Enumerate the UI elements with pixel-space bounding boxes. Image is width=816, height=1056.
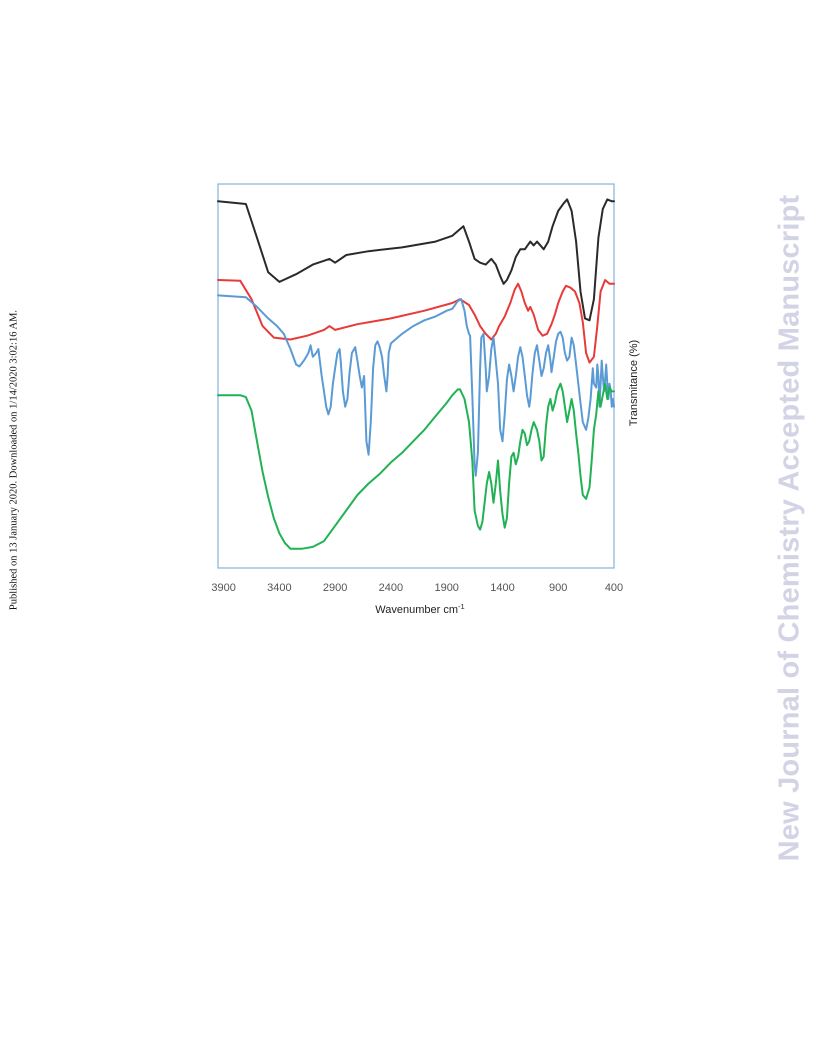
series-layer xyxy=(217,198,615,550)
x-tick-labels: 3900 3400 2900 2400 1900 1400 900 400 xyxy=(211,582,623,594)
x-tick-label: 1900 xyxy=(434,582,458,594)
x-tick-label: 3900 xyxy=(211,582,235,594)
series-line-4 xyxy=(217,382,615,550)
series-line-3 xyxy=(217,294,615,477)
x-tick-label: 1400 xyxy=(490,582,514,594)
x-axis-label: Wavenumber cm-1 xyxy=(375,602,464,616)
x-tick-label: 900 xyxy=(549,582,567,594)
x-tick-label: 2900 xyxy=(323,582,347,594)
series-line-1 xyxy=(217,198,615,322)
x-tick-label: 2400 xyxy=(379,582,403,594)
plot-frame xyxy=(217,183,615,569)
x-tick-label: 3400 xyxy=(267,582,291,594)
x-tick-label: 400 xyxy=(605,582,623,594)
y-axis-label: Transmitance (%) xyxy=(628,340,640,426)
series-line-2 xyxy=(217,279,615,364)
